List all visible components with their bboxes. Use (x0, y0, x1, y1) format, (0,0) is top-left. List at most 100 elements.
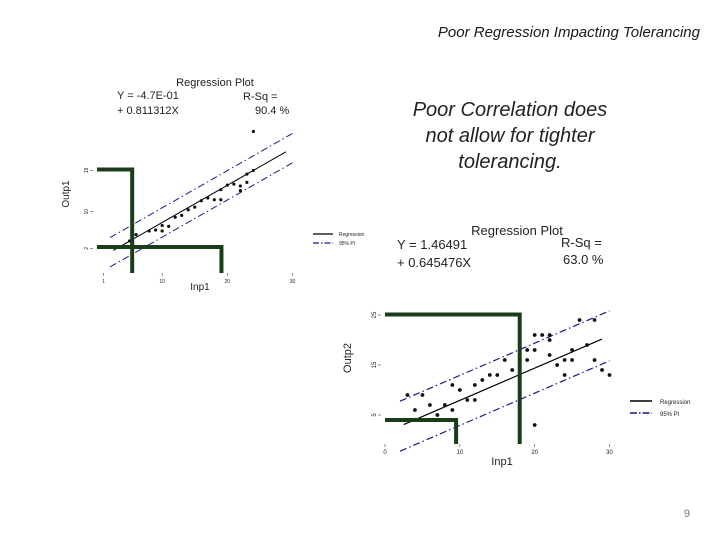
legend-label: Regression (339, 232, 365, 238)
data-point (180, 213, 184, 217)
x-tick-label: 30 (606, 450, 613, 456)
data-point (160, 229, 164, 233)
data-point (592, 358, 597, 362)
plot-area: 0 10 20 30 5 15 25 (372, 310, 614, 456)
data-point (547, 333, 552, 337)
data-point (570, 348, 574, 352)
page-number: 9 (683, 508, 690, 520)
regression-line (403, 338, 603, 426)
data-point (238, 184, 242, 188)
equation-line: Y = -4.7E-01 (117, 90, 179, 102)
legend-label: 95% PI (339, 241, 355, 247)
slide-title: Poor Regression Impacting Tolerancing (437, 24, 700, 41)
legend: Regression 95% PI (630, 400, 690, 418)
equation-line: Y = 1.46491 (397, 237, 467, 252)
prediction-interval-line (109, 162, 293, 268)
message-line: tolerancing. (458, 151, 562, 173)
data-point (186, 208, 190, 212)
x-axis-label: Inp1 (190, 282, 210, 293)
data-point (173, 215, 177, 219)
data-point (442, 403, 447, 407)
data-point (472, 398, 477, 402)
data-point (238, 189, 242, 193)
chart-title: Regression Plot (176, 77, 254, 89)
data-point (435, 413, 440, 417)
data-point (154, 228, 158, 232)
tolerance-guide (385, 312, 522, 444)
data-point (585, 343, 589, 347)
data-point (607, 373, 612, 377)
y-axis-label: Outp1 (61, 180, 72, 208)
data-point (525, 348, 530, 352)
equation-line: + 0.645476X (397, 255, 471, 270)
y-axis-label: Outp2 (342, 343, 354, 373)
x-tick-label: 30 (290, 279, 296, 285)
x-tick-label: 10 (159, 279, 165, 285)
data-point (457, 388, 462, 392)
data-point (502, 358, 507, 362)
data-point (251, 168, 255, 173)
y-tick-label: 25 (372, 311, 378, 318)
data-point (405, 393, 410, 397)
prediction-interval-line (109, 133, 293, 239)
data-point (495, 373, 500, 377)
tolerance-guide (97, 167, 135, 273)
data-point (251, 129, 255, 134)
data-point (413, 408, 417, 412)
data-point (577, 318, 582, 322)
tolerance-guide (385, 418, 459, 444)
data-point (562, 358, 567, 362)
data-point (540, 333, 545, 337)
data-point (167, 224, 171, 228)
rsq-value: 90.4 % (255, 105, 289, 117)
data-point (547, 353, 552, 357)
y-tick-label: 5 (372, 413, 378, 417)
data-point (199, 199, 203, 203)
regression-plot-outp1: 1 10 20 30 2 10 19 Regression Plot Y = -4.7E-0… (61, 77, 365, 293)
y-tick-label: 15 (372, 361, 378, 368)
data-point (532, 333, 537, 337)
y-tick-label: 19 (84, 167, 90, 173)
data-point (592, 318, 597, 322)
x-tick-label: 0 (383, 450, 387, 456)
data-point (600, 368, 604, 372)
data-point (547, 338, 552, 342)
data-point (225, 183, 229, 187)
x-tick-label: 20 (225, 279, 231, 285)
data-point (134, 233, 138, 237)
data-point (160, 223, 164, 228)
data-point (219, 188, 223, 192)
data-point (232, 182, 236, 186)
legend-label: Regression (660, 400, 690, 406)
y-tick-label: 2 (84, 247, 90, 250)
rsq-label: R-Sq = (243, 91, 278, 103)
message-text: Poor Correlation does not allow for tigh… (380, 97, 640, 175)
data-point (206, 196, 210, 200)
data-point (428, 403, 432, 407)
equation-line: + 0.811312X (117, 105, 180, 117)
chart-title: Regression Plot (471, 223, 563, 238)
data-point (480, 378, 485, 382)
data-point (525, 358, 530, 362)
data-point (472, 383, 477, 387)
regression-plot-outp2: 0 10 20 30 5 15 25 Regression Plot Y = 1.46491… (342, 223, 690, 468)
plot-area: 1 10 20 30 2 10 19 (84, 129, 296, 285)
tolerance-guide (97, 244, 224, 273)
legend: Regression 95% PI (313, 232, 365, 247)
data-point (510, 368, 515, 372)
message-line: Poor Correlation does (412, 99, 608, 121)
data-point (245, 172, 249, 176)
data-point (555, 363, 560, 367)
x-tick-label: 1 (102, 279, 105, 285)
data-point (450, 383, 455, 387)
rsq-label: R-Sq = (561, 235, 602, 250)
prediction-interval-line (399, 310, 610, 402)
x-tick-label: 10 (456, 450, 463, 456)
regression-line (113, 151, 287, 251)
data-point (465, 398, 470, 402)
data-point (147, 229, 151, 233)
legend-label: 95% PI (660, 412, 680, 418)
data-point (570, 358, 574, 362)
x-tick-label: 20 (531, 450, 538, 456)
data-point (245, 180, 249, 184)
